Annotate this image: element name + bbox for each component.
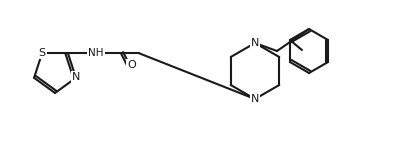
Text: NH: NH <box>88 48 104 58</box>
Text: N: N <box>251 38 259 48</box>
Text: S: S <box>39 48 46 58</box>
Text: N: N <box>72 72 80 82</box>
Text: N: N <box>251 94 259 104</box>
Text: O: O <box>128 60 136 70</box>
